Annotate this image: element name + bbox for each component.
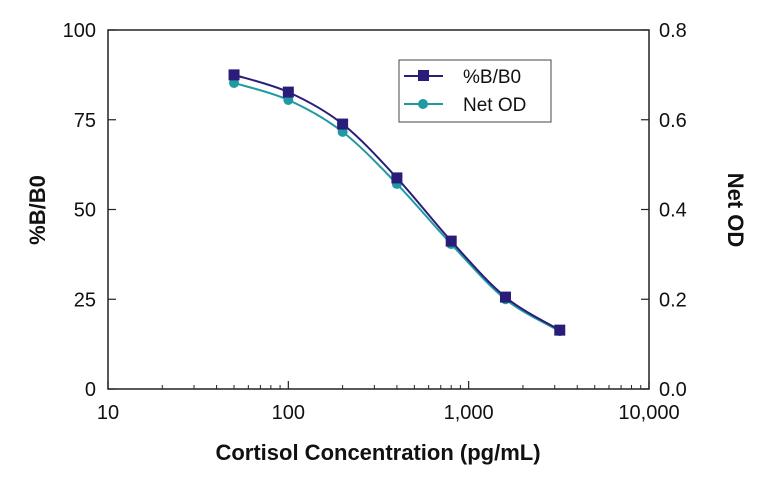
data-point-bb0 (228, 69, 240, 81)
y2-axis-title: Net OD (723, 173, 748, 248)
legend-label-netod: Net OD (463, 95, 526, 116)
legend-marker-square (418, 70, 429, 81)
y2-tick-label: 0.6 (659, 110, 687, 132)
y2-tick-label: 0.2 (659, 289, 687, 311)
data-point-net-od (229, 77, 240, 88)
legend-label-bb0: %B/B0 (463, 67, 521, 88)
data-point-bb0 (445, 235, 457, 247)
y-axis-title: %B/B0 (25, 175, 50, 245)
y-tick-label: 100 (63, 20, 96, 42)
data-point-bb0 (337, 118, 349, 130)
y-tick-label: 25 (74, 289, 96, 311)
x-tick-label: 1,000 (444, 402, 494, 424)
x-tick-label: 10,000 (618, 402, 679, 424)
y-tick-label: 75 (74, 110, 96, 132)
y2-tick-label: 0.0 (659, 379, 687, 401)
data-point-bb0 (282, 86, 294, 98)
legend-marker-circle (418, 99, 428, 109)
y-tick-label: 50 (74, 200, 96, 222)
data-point-bb0 (499, 291, 511, 303)
legend: %B/B0 Net OD (398, 59, 552, 123)
plot-frame (107, 29, 650, 390)
x-tick-label: 10 (97, 402, 119, 424)
x-axis-title: Cortisol Concentration (pg/mL) (215, 440, 540, 465)
y2-tick-label: 0.8 (659, 20, 687, 42)
data-point-bb0 (554, 324, 566, 336)
x-tick-label: 100 (272, 402, 305, 424)
y-tick-label: 0 (85, 379, 96, 401)
data-point-bb0 (391, 172, 403, 184)
y2-tick-label: 0.4 (659, 200, 687, 222)
